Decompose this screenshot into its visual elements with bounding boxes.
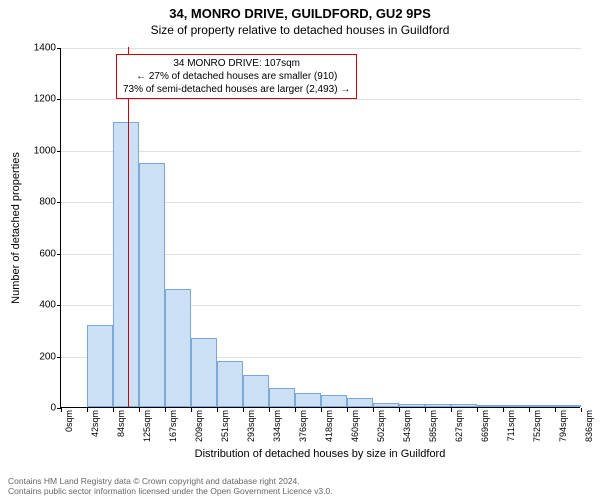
x-axis-label: Distribution of detached houses by size …	[60, 448, 580, 460]
xtick-label: 669sqm	[480, 410, 490, 442]
ytick-label: 1200	[34, 94, 56, 105]
page-title: 34, MONRO DRIVE, GUILDFORD, GU2 9PS	[0, 0, 600, 21]
xtick-label: 0sqm	[64, 410, 74, 432]
histogram-bar	[217, 361, 243, 407]
xtick-label: 418sqm	[324, 410, 334, 442]
xtick-label: 502sqm	[376, 410, 386, 442]
footer-credits: Contains HM Land Registry data © Crown c…	[8, 476, 333, 496]
xtick-label: 209sqm	[194, 410, 204, 442]
xtick-label: 84sqm	[116, 410, 126, 437]
histogram-bar	[295, 393, 321, 407]
histogram-bar	[87, 325, 113, 407]
xtick-label: 836sqm	[584, 410, 594, 442]
histogram-bar	[399, 404, 425, 407]
chart-plot-area: 02004006008001000120014000sqm42sqm84sqm1…	[60, 48, 580, 408]
ytick-label: 400	[39, 300, 56, 311]
ytick-label: 200	[39, 351, 56, 362]
histogram-bar	[451, 404, 477, 407]
histogram-bar	[373, 403, 399, 407]
xtick-label: 585sqm	[428, 410, 438, 442]
footer-line1: Contains HM Land Registry data © Crown c…	[8, 476, 333, 486]
histogram-bar	[529, 405, 555, 407]
histogram-bar	[139, 163, 165, 407]
histogram-bar	[165, 289, 191, 407]
xtick-label: 334sqm	[272, 410, 282, 442]
ytick-label: 0	[50, 403, 56, 414]
xtick-label: 627sqm	[454, 410, 464, 442]
xtick-label: 42sqm	[90, 410, 100, 437]
histogram-bar	[347, 398, 373, 407]
xtick-label: 125sqm	[142, 410, 152, 442]
xtick-label: 460sqm	[350, 410, 360, 442]
ytick-label: 800	[39, 197, 56, 208]
histogram-bar	[321, 395, 347, 407]
histogram-bar	[555, 405, 581, 407]
ytick-label: 600	[39, 248, 56, 259]
histogram-bar	[269, 388, 295, 407]
xtick-label: 167sqm	[168, 410, 178, 442]
annotation-line3: 73% of semi-detached houses are larger (…	[123, 83, 350, 96]
annotation-line1: 34 MONRO DRIVE: 107sqm	[123, 57, 350, 70]
histogram-bar	[113, 122, 139, 407]
annotation-box: 34 MONRO DRIVE: 107sqm← 27% of detached …	[116, 54, 357, 99]
xtick-label: 711sqm	[506, 410, 516, 441]
histogram-bar	[425, 404, 451, 407]
xtick-label: 251sqm	[220, 410, 230, 442]
y-axis-label: Number of detached properties	[10, 152, 22, 304]
histogram-bar	[243, 375, 269, 407]
annotation-line2: ← 27% of detached houses are smaller (91…	[123, 70, 350, 83]
ytick-label: 1400	[34, 43, 56, 54]
xtick-label: 376sqm	[298, 410, 308, 442]
xtick-label: 752sqm	[532, 410, 542, 442]
ytick-label: 1000	[34, 145, 56, 156]
histogram-bar	[503, 405, 529, 407]
xtick-label: 794sqm	[558, 410, 568, 442]
xtick-label: 543sqm	[402, 410, 412, 442]
histogram-bar	[191, 338, 217, 407]
histogram-bar	[477, 405, 503, 407]
marker-line	[128, 47, 129, 407]
xtick-label: 293sqm	[246, 410, 256, 442]
chart-subtitle: Size of property relative to detached ho…	[0, 21, 600, 37]
footer-line2: Contains public sector information licen…	[8, 486, 333, 496]
